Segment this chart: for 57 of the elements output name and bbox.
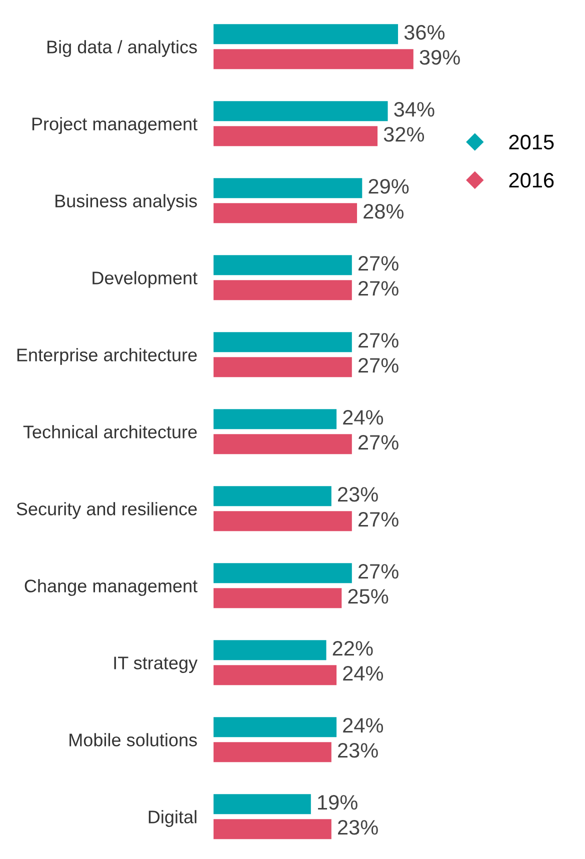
data-label: 27%	[358, 358, 398, 373]
bar	[214, 332, 352, 352]
data-label: 36%	[404, 24, 445, 40]
y-tick-label: Enterprise architecture	[17, 348, 197, 365]
data-label: 27%	[358, 564, 398, 579]
data-label: 24%	[343, 410, 384, 425]
bar	[214, 255, 352, 276]
bar	[214, 717, 337, 738]
data-label: 25%	[348, 589, 388, 604]
y-tick-label: Digital	[148, 810, 196, 827]
y-tick-label: Big data / analytics	[47, 40, 197, 57]
data-label: 27%	[358, 256, 398, 271]
data-label: 24%	[343, 718, 384, 733]
data-label: 27%	[358, 332, 398, 348]
data-label: 23%	[338, 820, 378, 835]
y-tick-label: Project management	[32, 117, 198, 134]
data-label: 32%	[384, 127, 424, 142]
legend-label: 2015	[509, 134, 554, 150]
data-label: 27%	[358, 512, 398, 527]
bar	[214, 588, 342, 608]
bar	[214, 49, 414, 70]
bar	[214, 511, 352, 532]
bar	[214, 24, 398, 44]
data-label: 27%	[358, 435, 398, 450]
data-label: 19%	[318, 794, 358, 810]
bar	[214, 126, 378, 146]
y-tick-label: IT strategy	[114, 656, 198, 673]
bar	[214, 203, 358, 224]
data-label: 39%	[420, 50, 460, 65]
bar	[214, 563, 352, 584]
data-label: 23%	[338, 743, 378, 758]
data-label: 34%	[394, 102, 434, 117]
bar	[214, 742, 332, 762]
y-tick-label: Business analysis	[56, 194, 197, 211]
bar	[214, 178, 362, 198]
bar	[214, 434, 352, 454]
bar	[214, 640, 326, 660]
y-tick-label: Development	[92, 271, 198, 288]
legend-label: 2016	[509, 172, 554, 188]
bar	[214, 794, 311, 814]
bar	[214, 665, 337, 686]
data-label: 22%	[332, 640, 373, 656]
bar	[214, 101, 388, 122]
bar	[214, 357, 352, 378]
y-tick-label: Security and resilience	[16, 502, 197, 519]
data-label: 29%	[368, 178, 409, 194]
bar	[214, 409, 337, 430]
data-label: 28%	[364, 204, 404, 219]
data-label: 24%	[343, 666, 384, 681]
data-label: 23%	[338, 486, 378, 502]
data-label: 27%	[358, 281, 398, 296]
y-tick-label: Mobile solutions	[70, 733, 197, 746]
bar	[214, 819, 332, 840]
y-tick-label: Change management	[24, 579, 198, 596]
bar	[214, 486, 332, 506]
y-tick-label: Technical architecture	[23, 425, 197, 438]
bar	[214, 280, 352, 300]
